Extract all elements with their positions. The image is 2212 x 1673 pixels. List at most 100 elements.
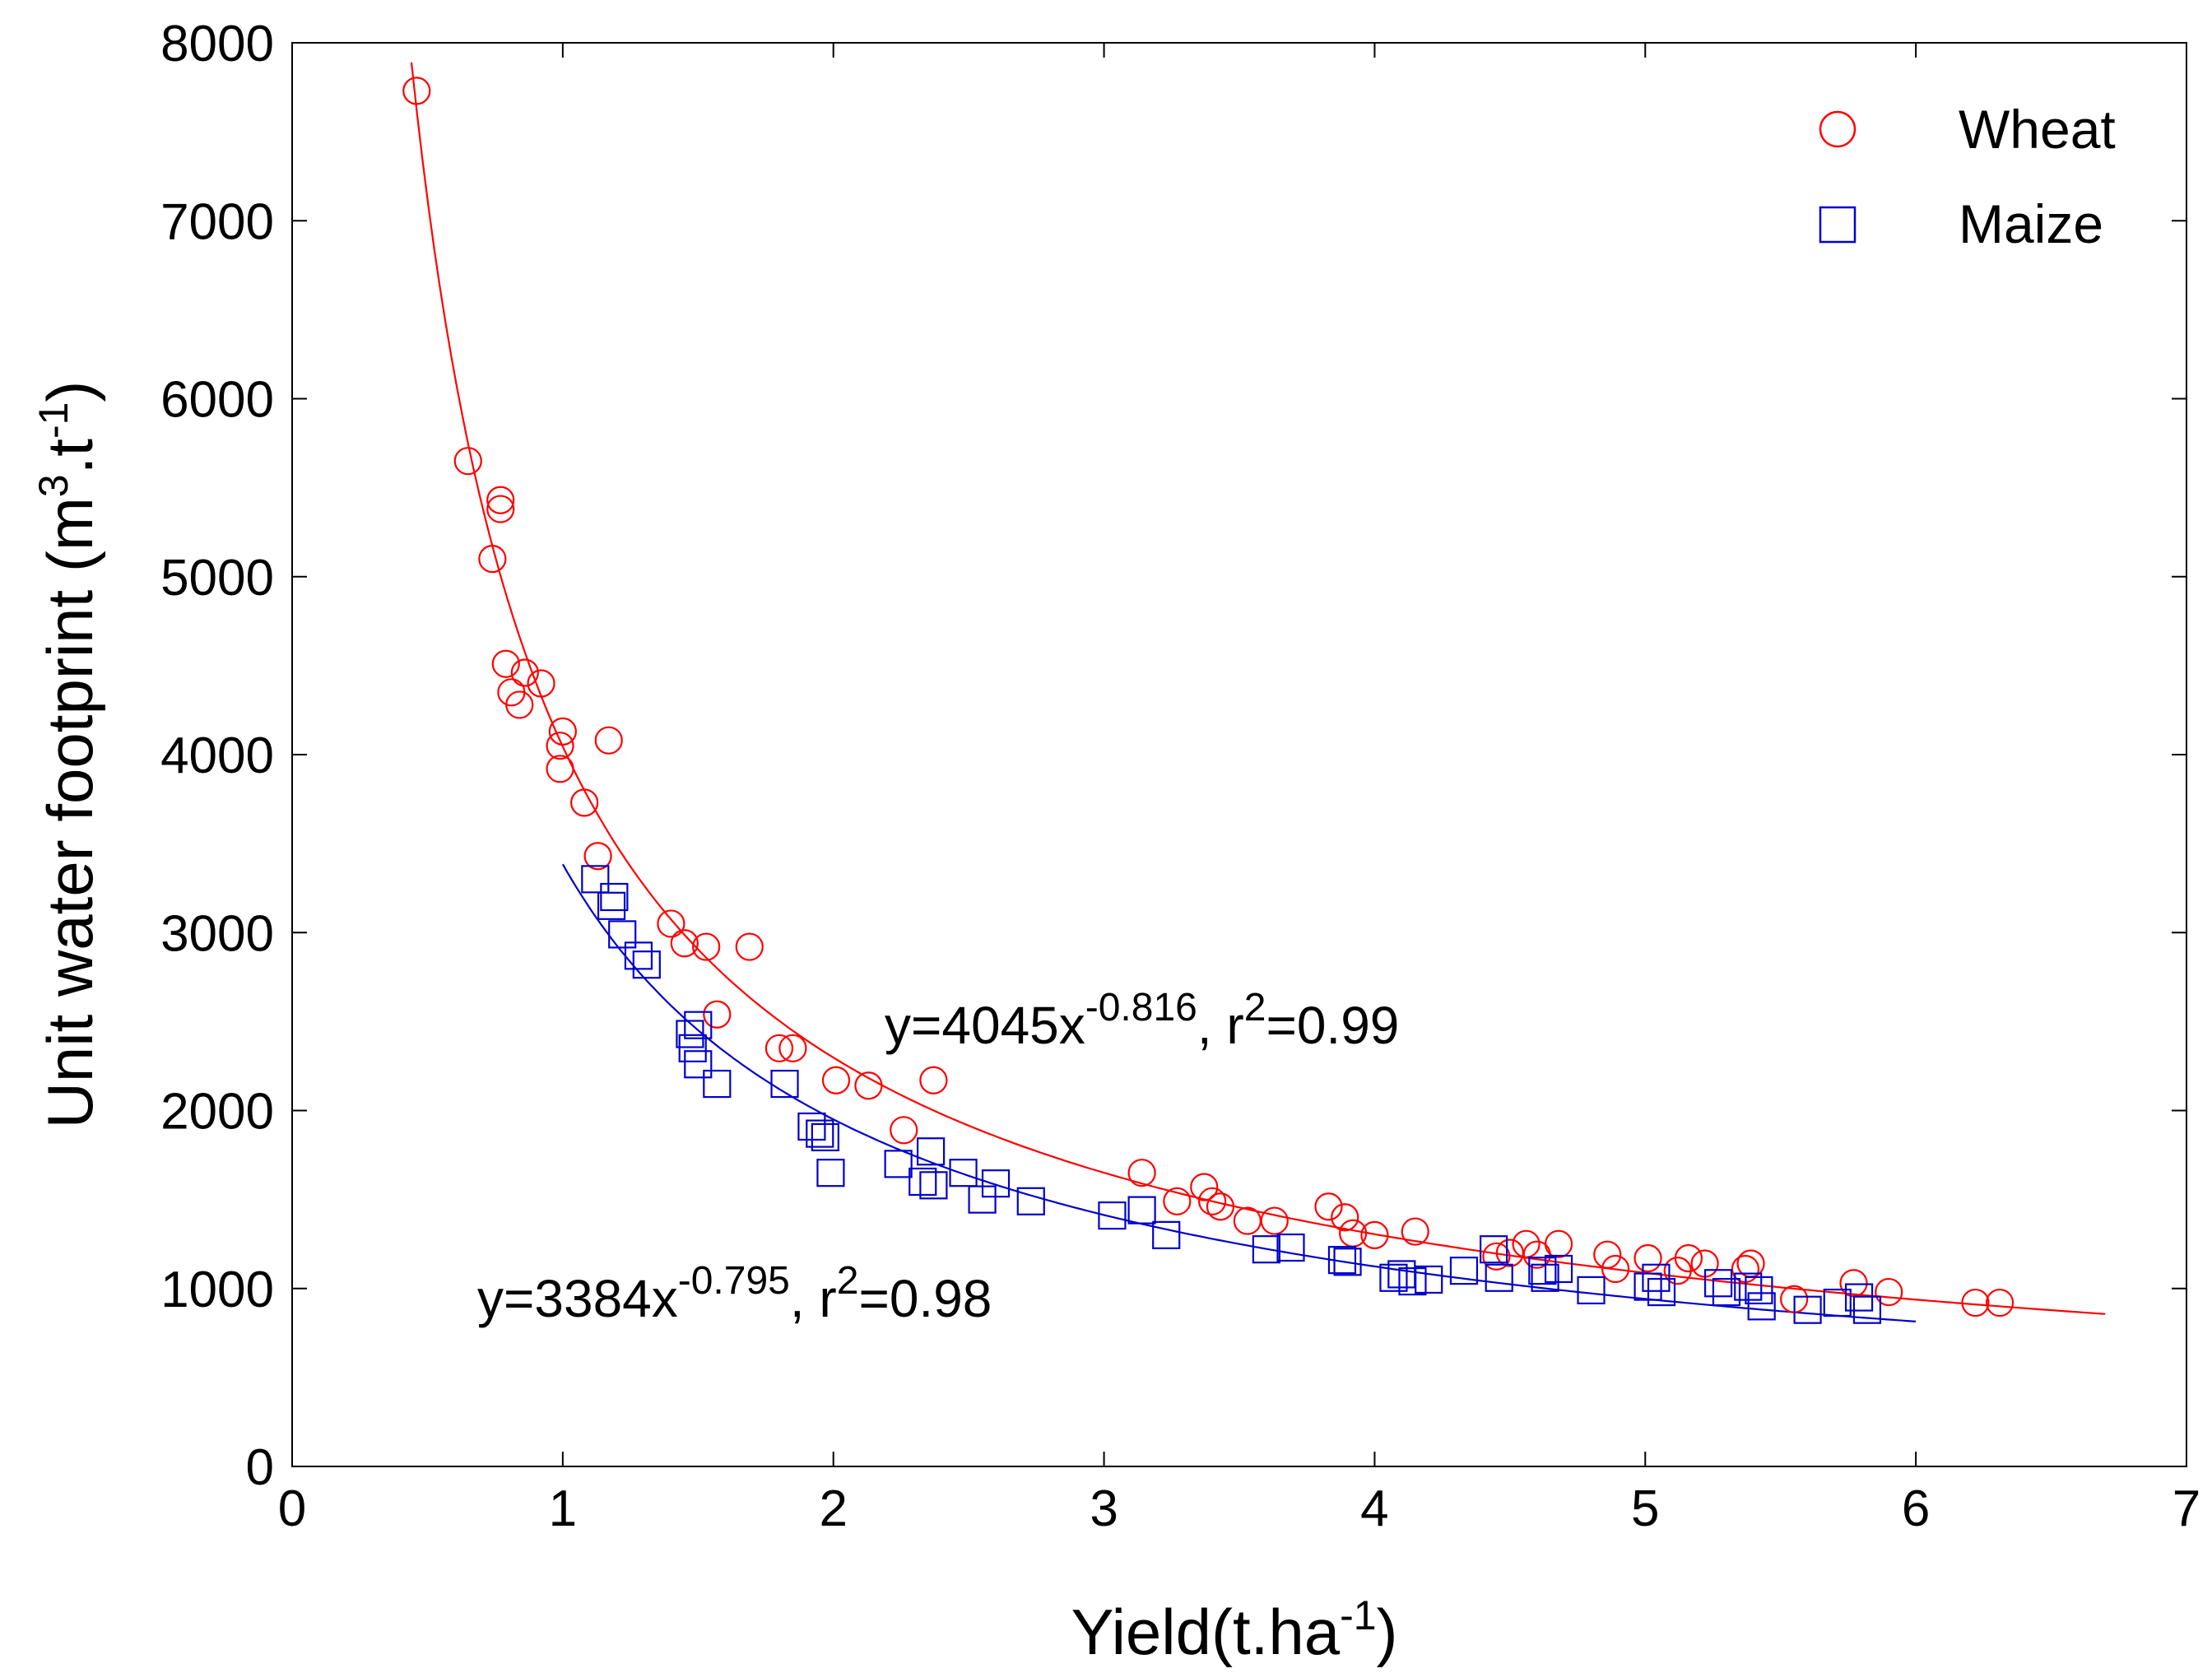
tick-labels: 0 1 2 3 4 5 6 7 0 1000 2000 3000 4000 5000 6000 7000 800…: [160, 16, 2200, 1537]
maize-fit-curve: [561, 863, 1917, 1322]
maize-point: [1528, 1257, 1557, 1285]
maize-point: [1398, 1266, 1427, 1296]
maize-point: [1577, 1276, 1606, 1305]
wheat-point: [1875, 1277, 1903, 1307]
wheat-point: [1190, 1173, 1219, 1201]
maize-point: [703, 1069, 732, 1099]
wheat-point: [1544, 1229, 1573, 1258]
maize-point: [600, 882, 629, 912]
maize-point: [678, 1034, 707, 1062]
maize-point: [1327, 1246, 1357, 1275]
maize-point: [1449, 1257, 1479, 1285]
wheat-point: [764, 1034, 794, 1062]
maize-point: [816, 1159, 845, 1187]
y-tick-label: 5000: [160, 550, 274, 606]
wheat-point: [703, 1000, 732, 1029]
maize-point: [597, 891, 626, 920]
maize-point: [1098, 1201, 1127, 1230]
maize-point: [632, 950, 661, 979]
wheat-point: [1601, 1254, 1630, 1284]
wheat-point: [1331, 1203, 1359, 1232]
wheat-point: [1127, 1159, 1156, 1187]
maize-point: [884, 1150, 913, 1178]
x-axis-title: Yield(t.ha-1): [1071, 1592, 1397, 1668]
maize-point: [1544, 1254, 1573, 1284]
maize-point: [1252, 1235, 1280, 1264]
maize-point: [1823, 1288, 1852, 1317]
wheat-point: [854, 1071, 883, 1100]
maize-point: [1016, 1187, 1045, 1215]
maize-point: [624, 941, 653, 970]
y-tick-label: 4000: [160, 727, 274, 784]
maize-point: [811, 1122, 839, 1152]
maize-point: [770, 1069, 799, 1099]
wheat-equation-exponent: -0.816: [1085, 986, 1197, 1029]
maize-equation-exponent: -0.795: [678, 1259, 790, 1303]
wheat-point: [821, 1066, 851, 1094]
maize-point: [1703, 1269, 1733, 1298]
wheat-point: [527, 669, 555, 698]
y-tick-label: 8000: [160, 16, 274, 72]
wheat-point: [1839, 1269, 1868, 1298]
maize-point: [981, 1169, 1011, 1198]
wheat-point: [1512, 1229, 1540, 1258]
x-tick-label: 1: [549, 1480, 577, 1537]
maize-point: [1793, 1295, 1822, 1324]
wheat-point: [1674, 1243, 1703, 1273]
legend-wheat-marker: [1819, 110, 1856, 148]
y-axis-title-sup2: -1: [30, 402, 77, 439]
wheat-point: [402, 77, 431, 105]
wheat-point: [478, 545, 507, 574]
wheat-point: [1206, 1192, 1235, 1221]
wheat-fit-curve: [410, 62, 2106, 1315]
wheat-point: [1633, 1243, 1662, 1273]
wheat-point: [548, 717, 577, 746]
maize-point: [1276, 1233, 1305, 1262]
wheat-point: [657, 909, 685, 938]
wheat-point: [670, 929, 699, 958]
data-markers: [402, 77, 2014, 1324]
y-tick-label: 3000: [160, 905, 274, 962]
wheat-equation: y=4045x-0.816, r2=0.99: [885, 986, 1399, 1055]
wheat-point: [486, 486, 515, 514]
y-tick-label: 1000: [160, 1262, 274, 1318]
x-tick-label: 5: [1631, 1480, 1659, 1537]
y-tick-label: 7000: [160, 193, 274, 250]
maize-point: [608, 920, 637, 949]
legend: Wheat Maize: [1819, 99, 2116, 254]
maize-point: [581, 865, 610, 894]
wheat-point: [1360, 1220, 1389, 1249]
wheat-point: [510, 658, 539, 687]
fit-curves: [410, 62, 2106, 1322]
maize-point: [1127, 1196, 1156, 1225]
wheat-point: [505, 690, 534, 719]
maize-point: [1647, 1277, 1676, 1307]
wheat-point: [890, 1116, 918, 1145]
wheat-point: [778, 1034, 807, 1062]
maize-equation-r2-sup: 2: [837, 1259, 859, 1303]
plot-frame: [291, 42, 2187, 1467]
maize-point: [676, 1020, 704, 1048]
maize-point: [1747, 1292, 1776, 1321]
maize-point: [1642, 1263, 1671, 1292]
wheat-point: [1163, 1187, 1192, 1215]
x-tick-label: 7: [2172, 1480, 2200, 1537]
wheat-point: [546, 755, 574, 783]
maize-point: [1712, 1277, 1741, 1307]
wheat-point: [594, 726, 623, 755]
x-tick-label: 2: [819, 1480, 847, 1537]
wheat-point: [1961, 1288, 1990, 1317]
legend-maize-marker: [1819, 206, 1856, 244]
maize-point: [806, 1119, 834, 1148]
maize-point: [1852, 1295, 1882, 1324]
maize-point: [1152, 1220, 1181, 1249]
x-axis-title-sup: -1: [1340, 1592, 1376, 1638]
y-tick-label: 2000: [160, 1084, 274, 1141]
y-tick-label: 6000: [160, 372, 274, 429]
wheat-point: [1482, 1242, 1511, 1271]
maize-point: [917, 1137, 946, 1166]
legend-wheat-label: Wheat: [1959, 99, 2116, 160]
wheat-point: [453, 447, 482, 476]
x-tick-label: 0: [278, 1480, 306, 1537]
wheat-point: [692, 932, 721, 961]
